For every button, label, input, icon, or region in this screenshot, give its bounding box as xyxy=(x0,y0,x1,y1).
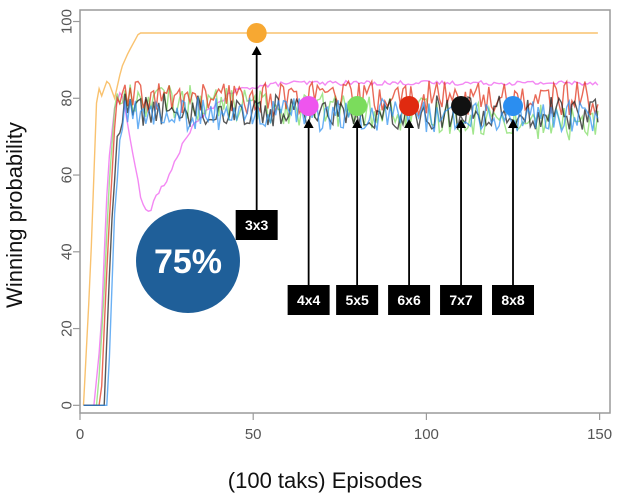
marker-tag-label-7x7: 7x7 xyxy=(449,292,473,308)
marker-tag-box-5x5 xyxy=(336,285,379,315)
marker-tag-label-5x5: 5x5 xyxy=(345,292,369,308)
marker-tag-label-8x8: 8x8 xyxy=(501,292,525,308)
axis-layer: 0 50 100 150 0 20 40 60 80 100 xyxy=(58,9,612,443)
marker-dot-8x8 xyxy=(503,95,524,116)
series-layer xyxy=(82,32,599,406)
x-tick-label-50: 50 xyxy=(245,426,262,443)
marker-dot-6x6 xyxy=(399,95,420,116)
series-line-7x7 xyxy=(83,92,599,406)
marker-group-5x5: 5x5 xyxy=(336,95,379,315)
y-tick-label-60: 60 xyxy=(58,167,75,184)
marker-group-7x7: 7x7 xyxy=(440,95,483,315)
plot-frame xyxy=(79,9,611,414)
y-axis-title: Winning probability xyxy=(2,122,27,308)
marker-group-4x4: 4x4 xyxy=(287,95,330,315)
marker-arrow-head-7x7 xyxy=(456,118,467,128)
marker-group-6x6: 6x6 xyxy=(388,95,431,315)
marker-group-3x3: 3x3 xyxy=(235,23,278,240)
x-tick-label-100: 100 xyxy=(414,426,439,443)
y-tick-label-40: 40 xyxy=(58,243,75,260)
y-tick-label-0: 0 xyxy=(58,401,75,409)
marker-tag-label-6x6: 6x6 xyxy=(397,292,421,308)
y-tick-label-80: 80 xyxy=(58,90,75,107)
marker-tag-label-3x3: 3x3 xyxy=(245,217,269,233)
percentage-badge: 75% xyxy=(136,209,240,313)
marker-dot-4x4 xyxy=(298,95,319,116)
marker-tag-box-7x7 xyxy=(440,285,483,315)
badge-label: 75% xyxy=(154,243,222,281)
marker-tag-box-3x3 xyxy=(235,210,278,240)
marker-tag-label-4x4: 4x4 xyxy=(297,292,321,308)
y-tick-label-100: 100 xyxy=(58,9,75,34)
marker-tag-box-4x4 xyxy=(287,285,330,315)
marker-dot-3x3 xyxy=(246,23,267,44)
series-line-4x4 xyxy=(83,79,599,406)
series-line-3x3 xyxy=(82,32,598,406)
marker-group-8x8: 8x8 xyxy=(492,95,535,315)
marker-arrow-head-3x3 xyxy=(251,46,262,56)
marker-arrow-head-8x8 xyxy=(508,118,519,128)
marker-layer: 3x3 4x4 5x5 6x6 7x7 8x8 xyxy=(235,23,535,315)
x-tick-label-150: 150 xyxy=(587,426,612,443)
marker-tag-box-8x8 xyxy=(492,285,535,315)
y-tick-label-20: 20 xyxy=(58,320,75,337)
badge-circle xyxy=(136,209,240,313)
marker-arrow-head-5x5 xyxy=(352,118,363,128)
x-tick-label-0: 0 xyxy=(76,426,84,443)
marker-tag-box-6x6 xyxy=(388,285,431,315)
marker-dot-7x7 xyxy=(451,95,472,116)
marker-dot-5x5 xyxy=(347,95,368,116)
marker-arrow-head-4x4 xyxy=(303,118,314,128)
x-axis-title: (100 taks) Episodes xyxy=(228,468,422,493)
marker-arrow-head-6x6 xyxy=(404,118,415,128)
